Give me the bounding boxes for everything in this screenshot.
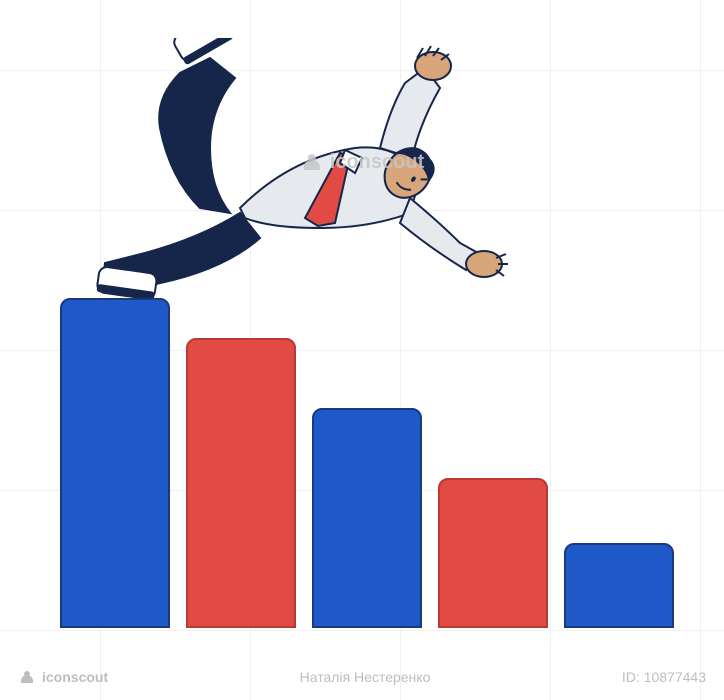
watermark-center: iconscout — [300, 150, 424, 174]
footer-id: ID: 10877443 — [622, 669, 706, 685]
bar-2 — [186, 338, 296, 628]
footer-brand: iconscout — [18, 668, 108, 686]
bar-3 — [312, 408, 422, 628]
bar-4 — [438, 478, 548, 628]
iconscout-icon — [300, 150, 324, 174]
bar-1 — [60, 298, 170, 628]
footer: iconscout Наталія Нестеренко ID: 1087744… — [0, 668, 724, 686]
footer-brand-text: iconscout — [42, 669, 108, 685]
footer-author: Наталія Нестеренко — [300, 669, 431, 685]
bar-5 — [564, 543, 674, 628]
watermark-text: iconscout — [330, 151, 424, 174]
iconscout-icon — [18, 668, 36, 686]
